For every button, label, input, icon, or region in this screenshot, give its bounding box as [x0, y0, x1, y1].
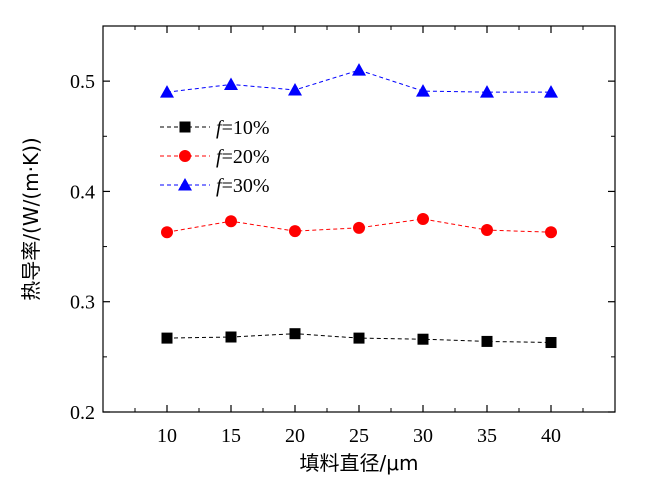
data-point [481, 224, 493, 237]
x-tick-label: 15 [221, 425, 241, 447]
data-point [480, 85, 494, 98]
legend-entry: f=10% [160, 117, 270, 139]
data-point [225, 331, 237, 343]
data-point [289, 225, 301, 238]
axis-ticks [103, 26, 615, 413]
x-tick-label: 40 [541, 425, 561, 447]
x-tick-label: 25 [349, 425, 369, 447]
legend-marker [179, 121, 191, 133]
legend-label: f=20% [216, 146, 270, 168]
data-point [353, 332, 365, 344]
legend-label: f=10% [216, 117, 270, 139]
x-tick-label: 10 [157, 425, 177, 447]
plot-frame [102, 25, 616, 413]
x-tick-label: 30 [413, 425, 433, 447]
data-point [545, 337, 557, 349]
legend-marker [178, 178, 192, 191]
legend: f=10% f=20% f=30% [160, 117, 270, 197]
series-1 [161, 328, 557, 349]
x-tick-label: 35 [477, 425, 497, 447]
data-point [545, 226, 557, 239]
y-axis-title: 热导率/(W/(m·K)) [19, 137, 43, 300]
data-point [224, 77, 238, 90]
data-point [288, 82, 302, 96]
legend-entry: f=20% [160, 146, 270, 168]
data-point [352, 63, 366, 76]
data-point [161, 226, 173, 239]
y-tick-label: 0.5 [70, 71, 95, 93]
data-point [225, 215, 237, 228]
y-tick-label: 0.2 [70, 402, 95, 424]
legend-marker [179, 150, 191, 162]
series-3 [160, 63, 558, 98]
y-tick-label: 0.3 [70, 292, 95, 314]
data-point [353, 221, 365, 234]
x-tick-label: 20 [285, 425, 305, 447]
data-point [544, 85, 558, 98]
data-point [289, 328, 301, 340]
data-point [161, 332, 173, 344]
x-axis-title: 填料直径/μm [300, 451, 419, 475]
y-tick-label: 0.4 [70, 181, 95, 203]
data-point [417, 333, 429, 345]
data-point [416, 84, 430, 97]
series-layer [160, 63, 558, 349]
data-point [160, 85, 174, 98]
legend-entry: f=30% [160, 175, 270, 197]
series-2 [161, 213, 557, 239]
legend-label: f=30% [216, 175, 270, 197]
tick-labels: 10 15 20 25 30 35 40 0.2 0.3 0.4 0.5 [70, 71, 561, 447]
data-point [417, 213, 429, 225]
data-point [481, 335, 493, 347]
